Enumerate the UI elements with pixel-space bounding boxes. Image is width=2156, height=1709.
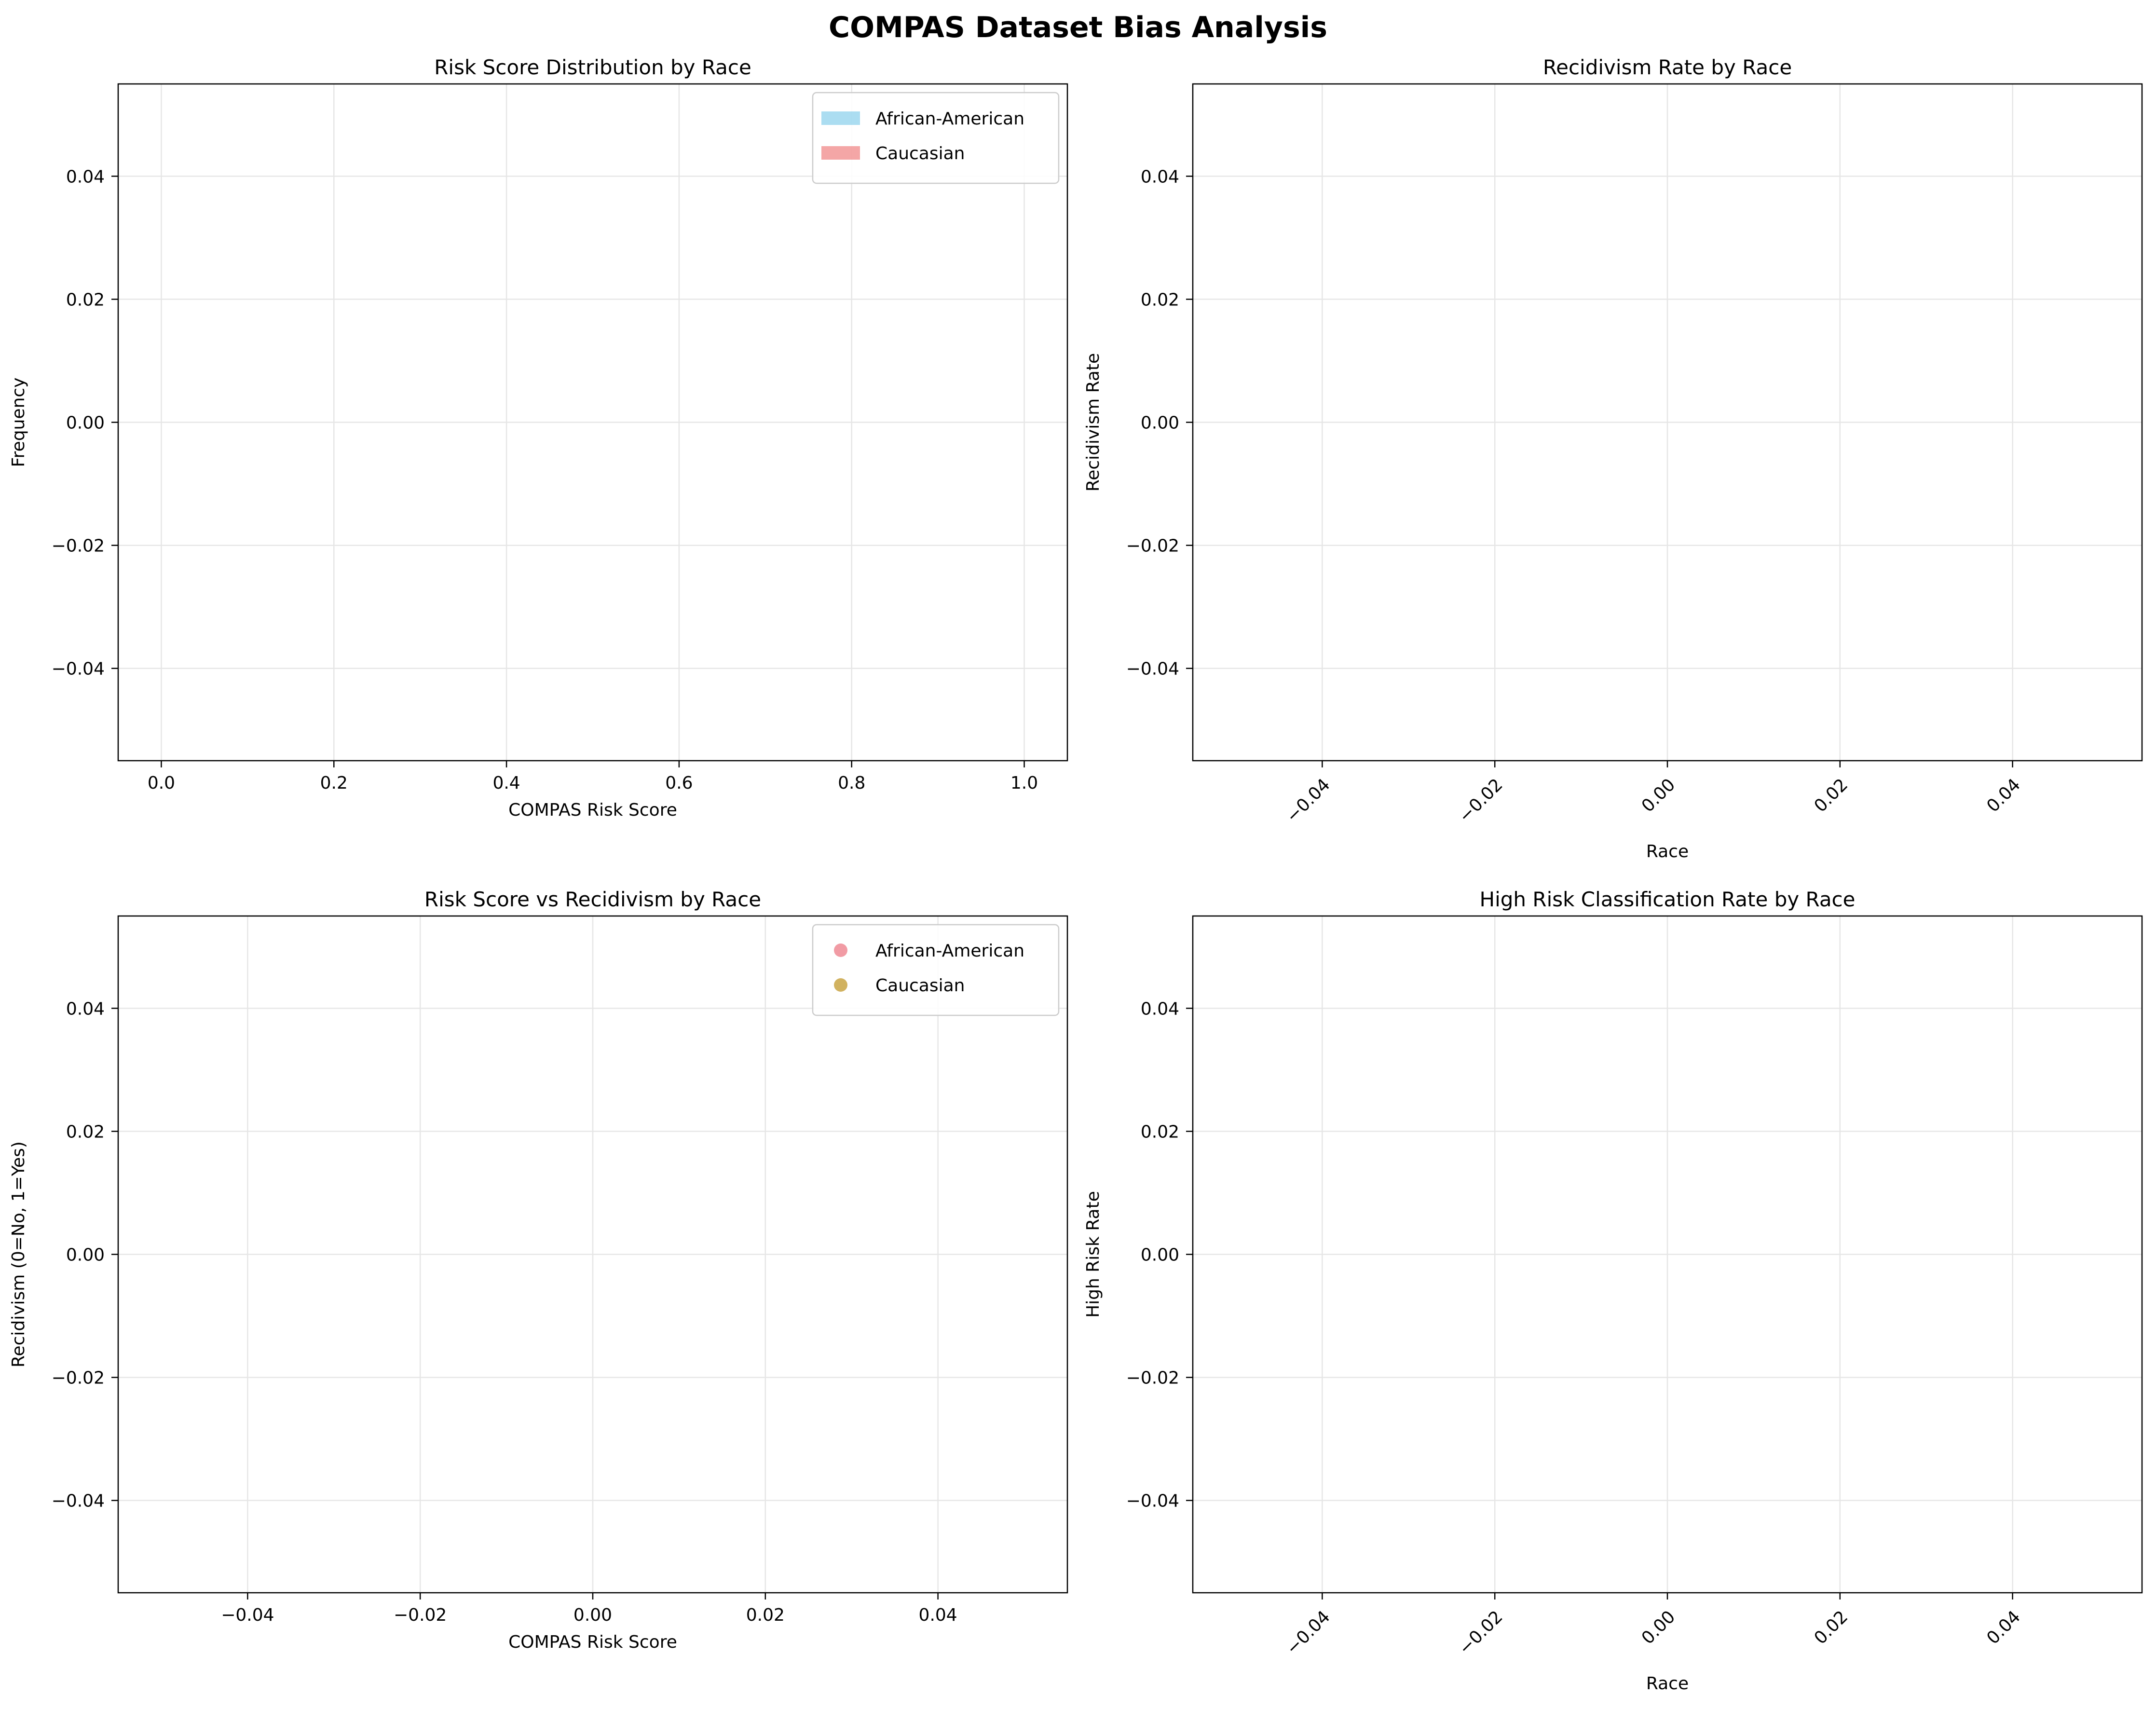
figure-title: COMPAS Dataset Bias Analysis [829,11,1327,44]
y-tick-label: −0.04 [1126,1491,1179,1511]
y-axis-label: Recidivism Rate [1083,353,1103,492]
subplot-title: High Risk Classification Rate by Race [1480,888,1856,911]
x-tick-label: 0.00 [573,1605,612,1625]
y-tick-label: 0.04 [1141,999,1179,1019]
y-tick-label: 0.04 [1141,167,1179,187]
subplot-title: Risk Score vs Recidivism by Race [424,888,761,911]
subplot-2: −0.04 −0.02 0.00 0.02 0.04−0.04−0.020.000.02… [1083,55,2143,861]
y-tick-label: 0.02 [1141,1122,1179,1142]
subplot-4: −0.04 −0.02 0.00 0.02 0.04−0.04−0.020.000.02… [1083,888,2143,1694]
y-axis-label: Recidivism (0=No, 1=Yes) [9,1141,28,1367]
x-tick-label: 1.0 [1010,773,1038,793]
legend-swatch [821,111,860,125]
subplot-title: Risk Score Distribution by Race [434,55,751,79]
x-tick-label: 0.02 [746,1605,785,1625]
y-tick-label: −0.04 [52,1491,105,1511]
x-tick-label: 0.04 [919,1605,957,1625]
legend-label: Caucasian [875,144,965,164]
subplot-grid: 0.0 0.2 0.4 0.6 0.8 1.0 −0.04 −0.02 0.00 0.02 0.04… [9,55,2143,1694]
y-tick-label: 0.00 [1141,413,1179,433]
x-axis-label: Race [1646,842,1689,861]
y-tick-label: 0.04 [66,167,105,187]
legend-marker [834,978,847,992]
y-tick-label: −0.04 [1126,659,1179,679]
legend-label: Caucasian [875,976,965,996]
y-tick-label: −0.04 [52,659,105,679]
x-tick-label: 0.0 [148,773,175,793]
y-tick-label: −0.02 [1126,1368,1179,1388]
legend-box [812,92,1060,184]
legend-label: African-American [875,941,1024,961]
y-tick-label: 0.00 [66,413,105,433]
y-tick-label: −0.02 [1126,536,1179,556]
x-axis-label: COMPAS Risk Score [508,1632,677,1652]
y-tick-label: 0.04 [66,999,105,1019]
subplot-3: −0.04 −0.02 0.00 0.02 0.04 −0.04 −0.02 0.00 0.02… [9,888,1068,1652]
y-axis-label: Frequency [9,378,28,467]
y-tick-label: 0.00 [66,1245,105,1265]
y-tick-label: 0.00 [1141,1245,1179,1265]
y-axis-label: High Risk Rate [1083,1191,1103,1318]
y-tick-label: −0.02 [52,536,105,556]
y-tick-label: 0.02 [66,290,105,310]
x-tick-label: 0.2 [320,773,348,793]
x-tick-label: 0.8 [838,773,865,793]
legend: African-American Caucasian [812,92,1060,184]
subplot-title: Recidivism Rate by Race [1543,55,1792,79]
legend-swatch [821,146,860,160]
legend-box [812,924,1060,1016]
x-axis-label: Race [1646,1674,1689,1694]
legend-marker [834,943,847,957]
y-tick-label: 0.02 [1141,290,1179,310]
legend: African-American Caucasian [812,924,1060,1016]
x-tick-label: 0.6 [665,773,693,793]
y-tick-label: −0.02 [52,1368,105,1388]
x-tick-label: −0.02 [394,1605,447,1625]
subplot-1: 0.0 0.2 0.4 0.6 0.8 1.0 −0.04 −0.02 0.00 0.02 0.04… [9,55,1068,820]
y-tick-label: 0.02 [66,1122,105,1142]
x-axis-label: COMPAS Risk Score [508,800,677,820]
legend-label: African-American [875,109,1024,129]
x-tick-label: −0.04 [221,1605,274,1625]
x-tick-label: 0.4 [492,773,520,793]
